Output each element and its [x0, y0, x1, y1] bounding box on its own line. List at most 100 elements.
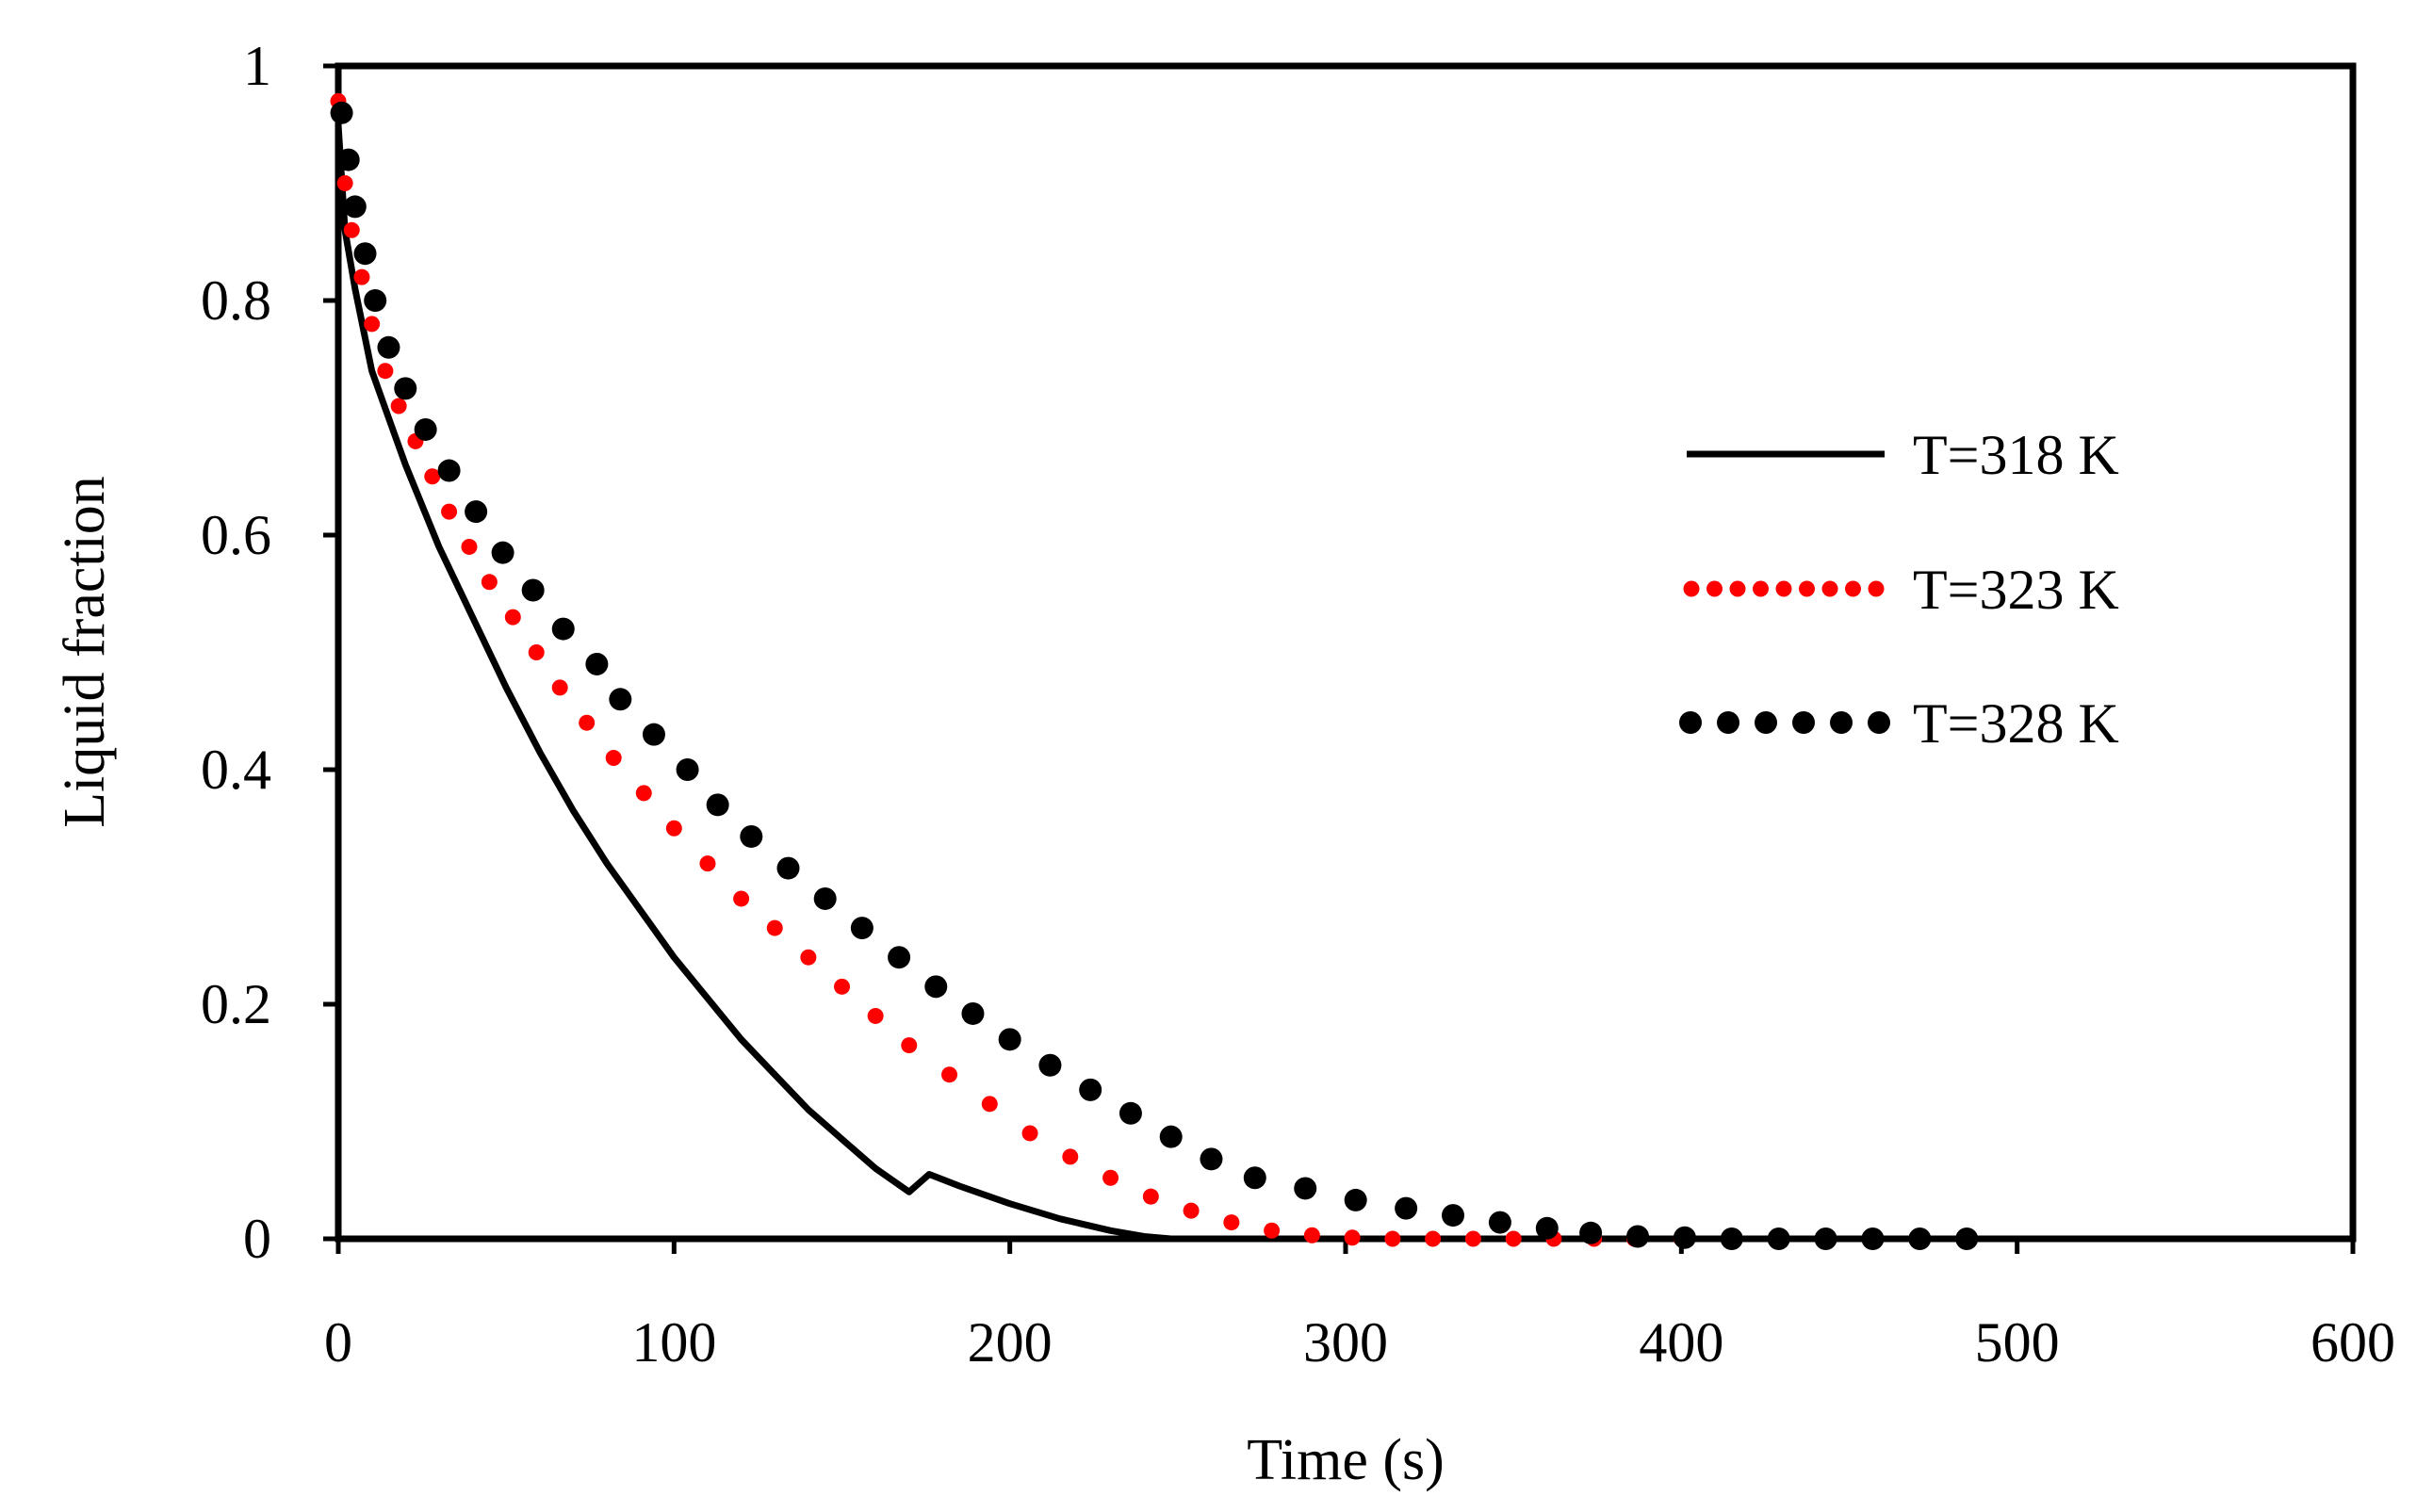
series-323k-point [424, 468, 441, 485]
series-323k-point [336, 175, 353, 191]
legend-swatch-323k-dot [1706, 580, 1723, 597]
series-323k-point [461, 538, 478, 555]
x-tick-label: 0 [324, 1311, 352, 1374]
series-328k-point [1861, 1227, 1885, 1250]
series-328k-point [521, 578, 545, 602]
legend-swatch-328k-dot [1830, 711, 1853, 734]
legend-swatch-328k-dot [1679, 711, 1702, 734]
x-tick-label: 100 [631, 1311, 716, 1374]
legend-label: T=328 K [1913, 692, 2119, 755]
series-328k-point [888, 946, 911, 969]
legend-swatch-323k-dot [1729, 580, 1746, 597]
series-328k-point [1488, 1211, 1511, 1234]
series-328k-point [1720, 1227, 1743, 1250]
series-323k-point [441, 503, 458, 520]
y-axis-title: Liquid fraction [53, 476, 117, 828]
x-tick-label: 200 [968, 1311, 1053, 1374]
series-328k-point [1079, 1078, 1102, 1101]
series-318k-line [335, 124, 1212, 1243]
series-328k-point [414, 417, 437, 441]
series-328k-point [1955, 1227, 1979, 1250]
series-328k-point [740, 824, 763, 848]
series-328k-point [336, 148, 360, 171]
legend: T=318 K T=323 K T=328 K [1679, 424, 2119, 755]
series-328k-point [1814, 1227, 1837, 1250]
series-328k-point [585, 652, 609, 675]
series-323k-point [733, 890, 750, 907]
series-328k-point [1119, 1101, 1142, 1125]
y-tick-label: 0 [243, 1208, 271, 1270]
series-323k-point [834, 978, 850, 995]
series-323k-point [981, 1096, 998, 1113]
series-323k-point [1264, 1222, 1281, 1239]
series-323k-point [1303, 1227, 1320, 1244]
series-323k-point [605, 750, 622, 767]
series-328k-point [961, 1001, 985, 1025]
series-328k-point [924, 975, 948, 999]
y-tick-label: 1 [243, 35, 271, 97]
x-tick-label: 400 [1639, 1311, 1723, 1374]
series-323k-point [1223, 1214, 1240, 1231]
series-328k-point [1294, 1177, 1317, 1200]
series-328k-point [1626, 1225, 1650, 1248]
series-323k-point [551, 679, 568, 696]
legend-swatch-328k-dot [1792, 711, 1815, 734]
series-323k-point [1505, 1230, 1522, 1247]
series-323k-point [1344, 1229, 1361, 1246]
series-323k [330, 92, 1690, 1247]
series-323k-point [1021, 1125, 1038, 1142]
series-323k-point [504, 609, 521, 626]
series-323k-point [901, 1037, 918, 1054]
series-323k-point [766, 919, 783, 936]
series-328k-point [1159, 1125, 1183, 1148]
series-328k-point [1038, 1053, 1062, 1077]
series-328k-point [1442, 1204, 1465, 1227]
x-tick-label: 600 [2311, 1311, 2395, 1374]
series-328k-point [1767, 1227, 1790, 1250]
legend-swatch-323k-dot [1753, 580, 1769, 597]
series-323k-point [1464, 1230, 1481, 1247]
series-318k [335, 124, 1212, 1243]
series-323k-point [941, 1066, 958, 1083]
series-323k-point [699, 855, 716, 872]
series-328k-point [364, 289, 387, 312]
x-tick-label: 500 [1975, 1311, 2060, 1374]
y-tick-label: 0.4 [201, 739, 271, 801]
x-tick-label: 300 [1303, 1311, 1388, 1374]
legend-swatch-323k-dot [1821, 580, 1838, 597]
series-328k-point [776, 856, 800, 880]
series-323k-point [343, 221, 360, 238]
legend-swatch-323k-dot [1845, 580, 1861, 597]
series-323k-point [1183, 1202, 1200, 1219]
series-328k-point [1344, 1188, 1367, 1211]
legend-swatch-328k-dot [1717, 711, 1739, 734]
series-323k-point [377, 363, 394, 380]
series-323k-point [353, 268, 370, 285]
series-328k-point [437, 459, 461, 482]
legend-label: T=318 K [1913, 424, 2119, 486]
legend-swatch-323k-dot [1683, 580, 1700, 597]
series-328k-point [1673, 1226, 1696, 1249]
y-ticks: 0 0.2 0.4 0.6 0.8 1 [201, 35, 338, 1270]
series-323k-point [579, 714, 596, 731]
series-328k-point [813, 886, 837, 910]
series-323k-point [635, 785, 652, 802]
series-328k-point [394, 377, 417, 400]
series-328k-point [491, 541, 514, 564]
series-328k [330, 101, 1979, 1250]
series-328k-point [1535, 1216, 1559, 1240]
series-328k-point [353, 242, 377, 266]
y-tick-label: 0.6 [201, 504, 271, 566]
series-328k-point [609, 688, 632, 711]
series-328k-point [377, 335, 400, 359]
y-tick-label: 0.2 [201, 973, 271, 1035]
series-328k-point [706, 793, 729, 817]
series-328k-point [330, 101, 353, 124]
series-323k-point [481, 574, 498, 591]
legend-swatch-323k-dot [1775, 580, 1792, 597]
legend-swatch-323k-dot [1868, 580, 1885, 597]
legend-swatch-328k-dot [1868, 711, 1890, 734]
series-328k-point [1395, 1196, 1418, 1220]
